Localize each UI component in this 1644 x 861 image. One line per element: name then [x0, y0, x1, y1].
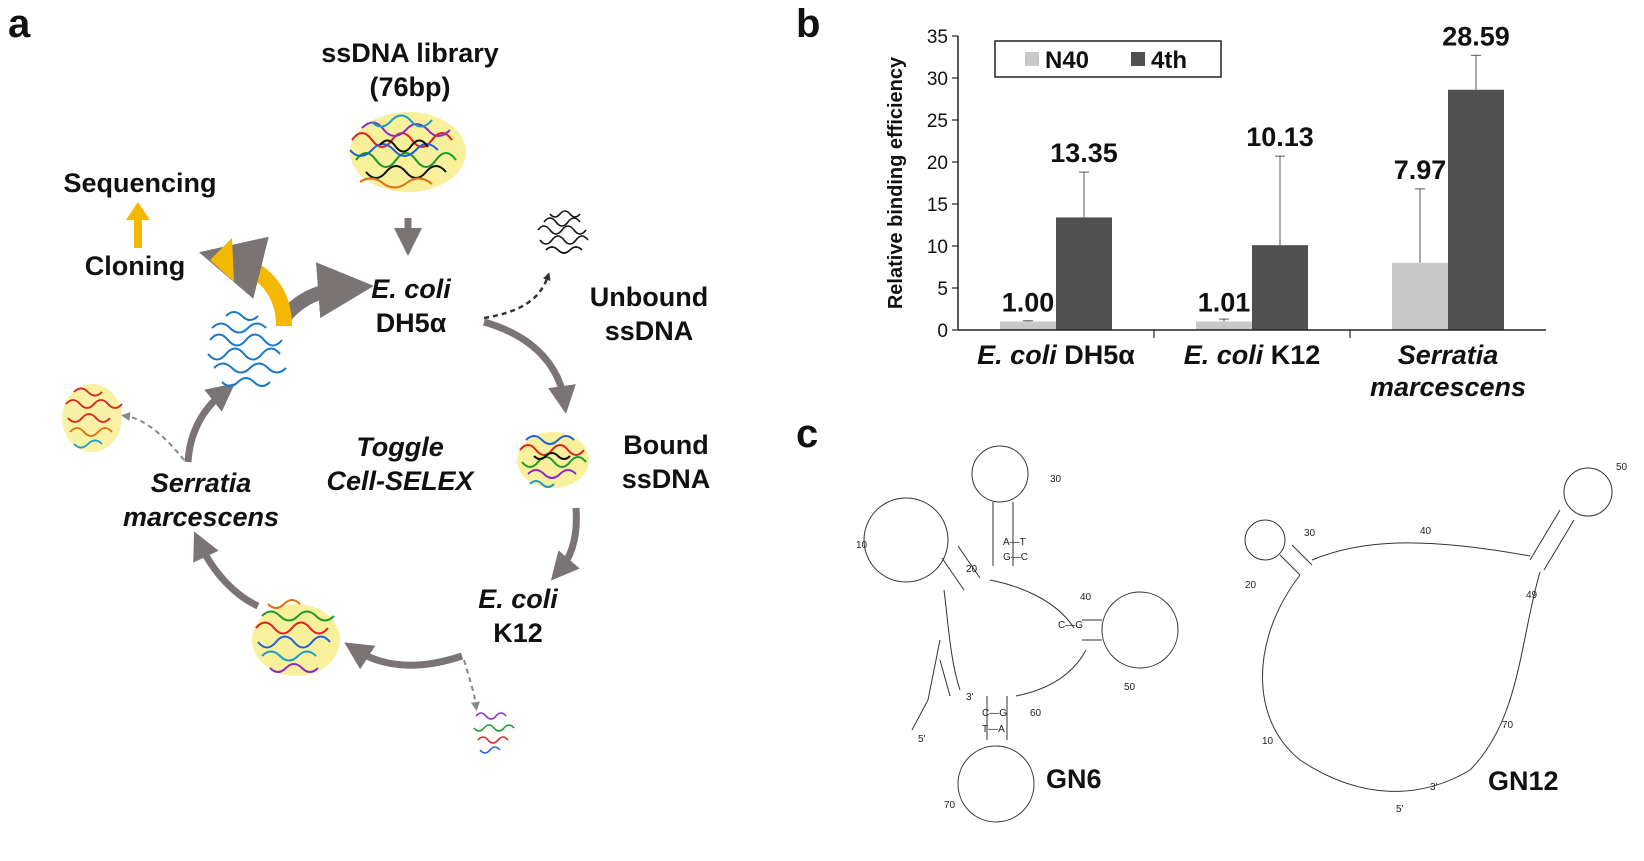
- gn6-num-30: 30: [1050, 474, 1062, 485]
- category-label-line2: marcescens: [1370, 372, 1526, 402]
- gn6-5prime: 5': [918, 734, 926, 745]
- ssdna-library-icon: [349, 112, 466, 192]
- arrow-k12-to-pool: [344, 642, 464, 670]
- y-tick-label: 10: [927, 237, 948, 258]
- gn12-num-40: 40: [1420, 526, 1432, 537]
- arrow-bound-to-k12: [550, 507, 580, 581]
- gn6-nt-label: T—A: [982, 724, 1005, 735]
- y-tick-label: 5: [937, 279, 948, 300]
- gn12-3prime: 3': [1430, 782, 1438, 793]
- data-label: 1.01: [1198, 288, 1251, 318]
- gn6-num-40: 40: [1080, 592, 1092, 603]
- gn6-num-10: 10: [856, 540, 868, 551]
- gn6-label: GN6: [1046, 764, 1102, 794]
- bar-4th-0: [1056, 217, 1112, 330]
- gn6-num-20: 20: [966, 564, 978, 575]
- arrow-pool-to-serratia: [193, 531, 260, 610]
- gn12-structure: [1244, 467, 1613, 792]
- gn12-num-30: 30: [1304, 528, 1316, 539]
- bound-label: Bound ssDNA: [621, 430, 711, 494]
- gn6-num-50: 50: [1124, 682, 1136, 693]
- arrow-serratia-to-discard: [121, 412, 185, 461]
- y-tick-label: 20: [927, 153, 948, 174]
- gn6-nt-label: A—T: [1003, 537, 1026, 548]
- gn6-num-70: 70: [944, 800, 956, 811]
- legend-swatch-4th: [1131, 52, 1145, 66]
- k12-pool-icon: [252, 599, 340, 676]
- gn6-nt-label: C—G: [982, 708, 1007, 719]
- k12-discard-icon: [473, 712, 515, 754]
- gn12-5prime: 5': [1396, 804, 1404, 815]
- gn6-3prime: 3': [966, 692, 974, 703]
- y-tick-label: 35: [927, 27, 948, 48]
- data-label: 13.35: [1050, 138, 1118, 168]
- cycle-center-label: Toggle Cell-SELEX: [326, 432, 474, 496]
- data-label: 1.00: [1002, 288, 1055, 318]
- gn12-num-70: 70: [1502, 720, 1514, 731]
- unbound-label: Unbound ssDNA: [589, 282, 709, 346]
- cloning-arrowhead: [210, 238, 234, 282]
- sequencing-label: Sequencing: [63, 168, 217, 198]
- data-label: 7.97: [1394, 155, 1447, 185]
- gn6-num-60: 60: [1030, 708, 1042, 719]
- legend-swatch-n40: [1025, 52, 1039, 66]
- bar-n40-2: [1392, 262, 1448, 330]
- y-axis-label: Relative binding efficiency: [885, 56, 907, 309]
- gn12-num-10: 10: [1262, 736, 1274, 747]
- serratia-label: Serratia marcescens: [122, 468, 280, 532]
- gn12-num-20: 20: [1245, 580, 1257, 591]
- data-label: 28.59: [1442, 21, 1510, 51]
- legend-label-n40: N40: [1045, 47, 1089, 74]
- bar-n40-0: [1000, 321, 1056, 330]
- bar-n40-1: [1196, 321, 1252, 330]
- category-label: E. coli DH5α: [977, 340, 1135, 370]
- gn12-num-50: 50: [1616, 462, 1628, 473]
- dh5a-label: E. coli DH5α: [371, 274, 451, 338]
- gn6-nt-label: C—G: [1058, 620, 1083, 631]
- gn12-label: GN12: [1488, 766, 1559, 796]
- bound-ssdna-icon: [517, 432, 589, 488]
- bar-4th-2: [1448, 89, 1504, 330]
- selected-aptamer-icon: [207, 311, 287, 387]
- panel-label-a: a: [8, 2, 31, 46]
- arrow-serratia-to-selected: [184, 383, 235, 463]
- unbound-ssdna-icon: [537, 210, 589, 254]
- y-tick-label: 30: [927, 69, 948, 90]
- arrow-dh5a-to-unbound: [483, 272, 551, 320]
- bar-4th-1: [1252, 245, 1308, 330]
- arrow-dh5a-to-bound: [483, 318, 576, 414]
- arrow-k12-to-discard: [463, 659, 480, 711]
- category-label: E. coli K12: [1184, 340, 1321, 370]
- cloning-label: Cloning: [84, 251, 186, 281]
- category-label: Serratia: [1398, 340, 1499, 370]
- library-label: ssDNA library (76bp): [321, 38, 499, 102]
- gn6-nt-label: G—C: [1003, 552, 1028, 563]
- serratia-discard-icon: [62, 384, 123, 452]
- y-tick-label: 0: [937, 321, 948, 342]
- legend-label-4th: 4th: [1151, 47, 1187, 74]
- gn12-num-49: 49: [1526, 590, 1538, 601]
- data-label: 10.13: [1246, 122, 1314, 152]
- panel-label-b: b: [796, 2, 821, 46]
- arrow-selected-to-cloning: [198, 236, 292, 327]
- y-tick-label: 15: [927, 195, 948, 216]
- chart-legend: N40 4th: [994, 40, 1222, 78]
- panel-label-c: c: [796, 412, 819, 456]
- k12-label: E. coli K12: [478, 584, 558, 648]
- sequencing-arrowhead: [126, 202, 150, 220]
- gn6-structure: [863, 445, 1179, 823]
- selex-cycle-diagram: [62, 112, 589, 754]
- y-tick-label: 25: [927, 111, 948, 132]
